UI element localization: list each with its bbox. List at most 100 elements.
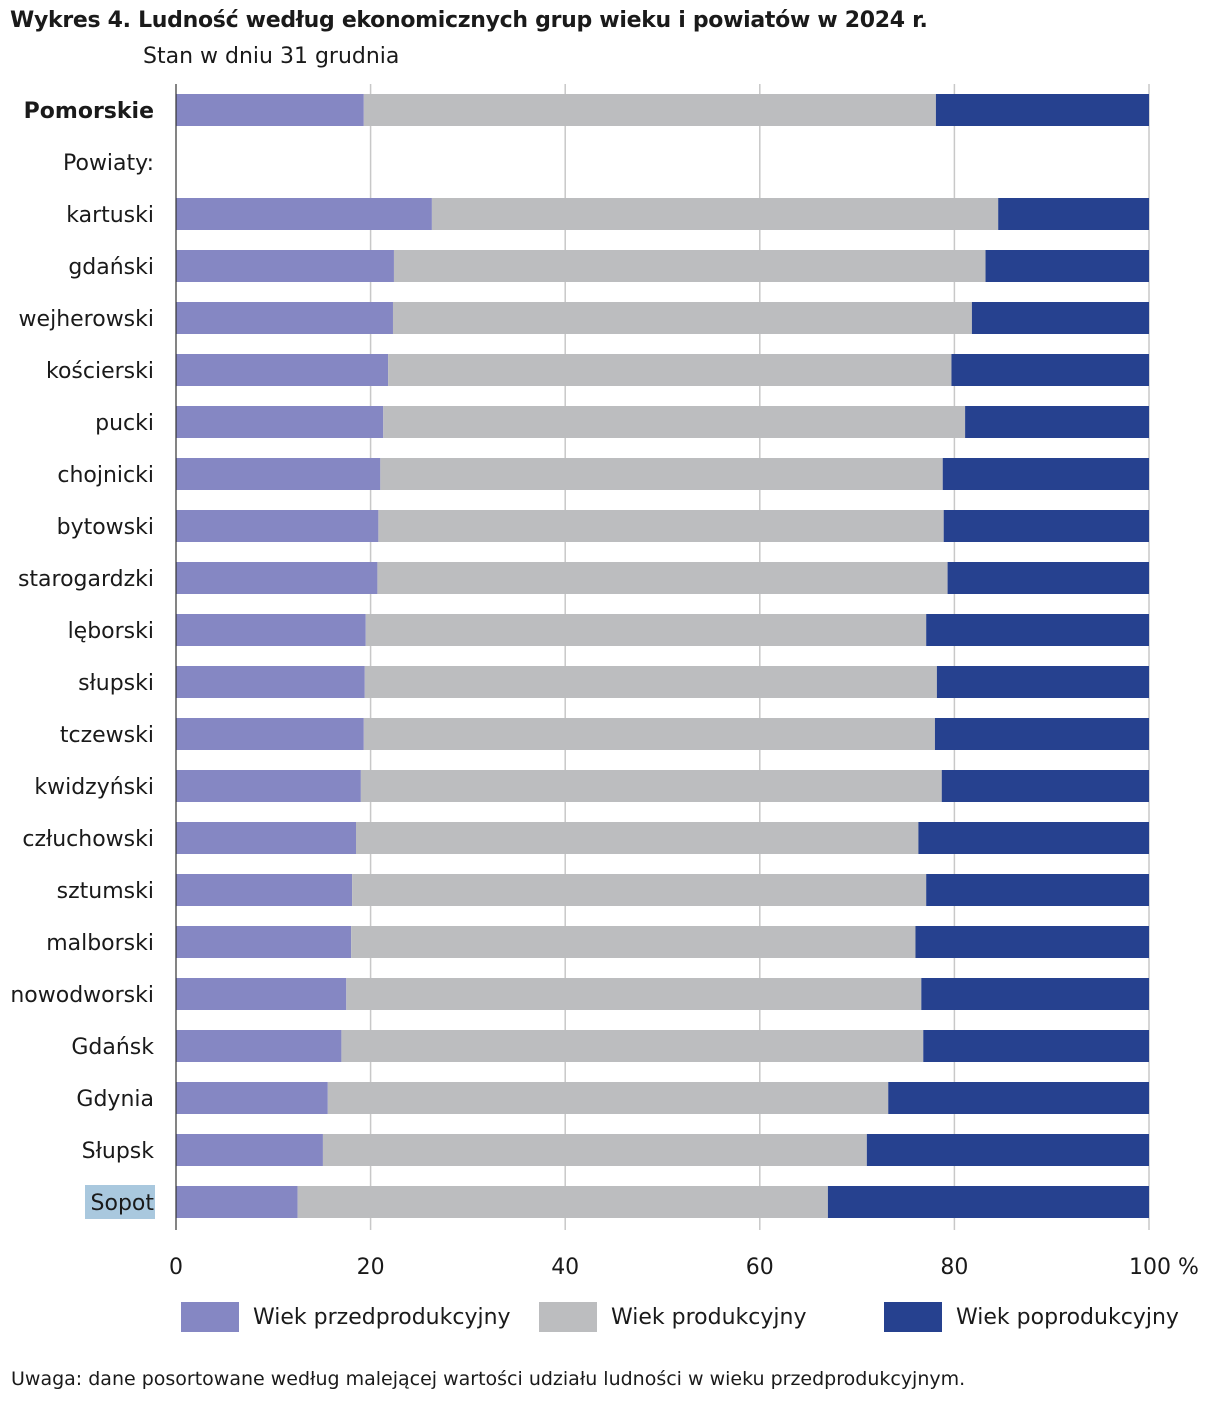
legend-swatch-post bbox=[884, 1302, 942, 1332]
bar-pre bbox=[176, 1030, 342, 1062]
x-tick-label: 80 bbox=[940, 1255, 968, 1280]
x-tick-label: 60 bbox=[746, 1255, 774, 1280]
bar-pre bbox=[176, 250, 394, 282]
bar-prod bbox=[356, 822, 919, 854]
row-label: pucki bbox=[95, 411, 154, 436]
bar-pre bbox=[176, 302, 393, 334]
bar-prod bbox=[341, 1030, 924, 1062]
row-label: Słupsk bbox=[82, 1139, 155, 1164]
bar-prod bbox=[352, 874, 927, 906]
legend-item-prod: Wiek produkcyjny bbox=[539, 1302, 806, 1332]
row-label: lęborski bbox=[68, 619, 154, 644]
bar-post bbox=[965, 406, 1149, 438]
bar-pre bbox=[176, 562, 378, 594]
row-label: słupski bbox=[78, 671, 154, 696]
bar-pre bbox=[176, 458, 381, 490]
bar-post bbox=[942, 458, 1149, 490]
bar-post bbox=[915, 926, 1149, 958]
x-tick-label: 20 bbox=[357, 1255, 385, 1280]
bar-pre bbox=[176, 770, 361, 802]
bar-post bbox=[943, 510, 1149, 542]
row-label: wejherowski bbox=[19, 307, 154, 332]
stacked-bar-chart: Pomorskie Powiaty: kartuski gdański wejherow… bbox=[10, 84, 1199, 1280]
legend-swatch-pre bbox=[181, 1302, 239, 1332]
bar-post bbox=[935, 94, 1149, 126]
legend-label-pre: Wiek przedprodukcyjny bbox=[253, 1304, 511, 1330]
bar-pre bbox=[176, 1186, 298, 1218]
bar-prod bbox=[363, 94, 936, 126]
bar-post bbox=[921, 978, 1149, 1010]
bar-prod bbox=[388, 354, 952, 386]
chart-note: Uwaga: dane posortowane według malejącej… bbox=[11, 1368, 966, 1390]
bar-pre bbox=[176, 718, 364, 750]
chart-subtitle: Stan w dniu 31 grudnia bbox=[143, 44, 400, 69]
bar-post bbox=[926, 874, 1149, 906]
bar-prod bbox=[351, 926, 916, 958]
bar-pre bbox=[176, 510, 379, 542]
chart-legend: Wiek przedprodukcyjny Wiek produkcyjny W… bbox=[0, 1302, 1212, 1336]
bar-pre bbox=[176, 94, 364, 126]
bar-post bbox=[951, 354, 1149, 386]
row-label: nowodworski bbox=[10, 983, 154, 1008]
chart-title: Wykres 4. Ludność według ekonomicznych g… bbox=[10, 8, 928, 33]
bar-pre bbox=[176, 666, 365, 698]
row-label: bytowski bbox=[57, 515, 154, 540]
bar-pre bbox=[176, 354, 389, 386]
row-label: kartuski bbox=[66, 203, 154, 228]
x-tick-label: 100 % bbox=[1129, 1255, 1199, 1280]
bar-pre bbox=[176, 926, 352, 958]
legend-item-pre: Wiek przedprodukcyjny bbox=[181, 1302, 511, 1332]
row-label: Gdańsk bbox=[71, 1035, 154, 1060]
bar-prod bbox=[297, 1186, 828, 1218]
legend-label-post: Wiek poprodukcyjny bbox=[956, 1304, 1179, 1330]
bar-pre bbox=[176, 1134, 323, 1166]
bar-pre bbox=[176, 978, 347, 1010]
row-label: kwidzyński bbox=[34, 775, 154, 800]
bar-post bbox=[998, 198, 1149, 230]
legend-item-post: Wiek poprodukcyjny bbox=[884, 1302, 1179, 1332]
bar-prod bbox=[364, 666, 937, 698]
row-label: tczewski bbox=[60, 723, 154, 748]
bar-prod bbox=[393, 250, 986, 282]
x-tick-label: 40 bbox=[551, 1255, 579, 1280]
bar-post bbox=[866, 1134, 1149, 1166]
row-label: starogardzki bbox=[18, 567, 154, 592]
row-label-highlight bbox=[85, 1185, 155, 1219]
bar-post bbox=[888, 1082, 1149, 1114]
row-label: sztumski bbox=[57, 879, 154, 904]
bar-prod bbox=[322, 1134, 867, 1166]
bar-post bbox=[936, 666, 1149, 698]
bar-post bbox=[934, 718, 1149, 750]
row-label: malborski bbox=[46, 931, 154, 956]
bar-pre bbox=[176, 1082, 328, 1114]
bar-prod bbox=[363, 718, 935, 750]
bar-prod bbox=[380, 458, 943, 490]
bar-prod bbox=[365, 614, 927, 646]
legend-swatch-prod bbox=[539, 1302, 597, 1332]
bar-post bbox=[947, 562, 1149, 594]
x-tick-label: 0 bbox=[169, 1255, 183, 1280]
row-label: gdański bbox=[68, 255, 154, 280]
row-label: chojnicki bbox=[57, 463, 154, 488]
bar-prod bbox=[346, 978, 922, 1010]
bar-pre bbox=[176, 822, 357, 854]
bar-post bbox=[941, 770, 1149, 802]
legend-label-prod: Wiek produkcyjny bbox=[611, 1304, 807, 1330]
bar-pre bbox=[176, 874, 353, 906]
bar-prod bbox=[377, 562, 948, 594]
row-label: kościerski bbox=[46, 359, 154, 384]
row-label: Gdynia bbox=[76, 1087, 154, 1112]
bar-post bbox=[985, 250, 1149, 282]
bar-post bbox=[926, 614, 1149, 646]
bar-prod bbox=[378, 510, 944, 542]
row-label: Sopot bbox=[91, 1191, 155, 1216]
bar-prod bbox=[327, 1082, 889, 1114]
bar-post bbox=[918, 822, 1149, 854]
bar-pre bbox=[176, 406, 384, 438]
bar-pre bbox=[176, 198, 432, 230]
bar-prod bbox=[383, 406, 966, 438]
bar-pre bbox=[176, 614, 366, 646]
bar-prod bbox=[392, 302, 972, 334]
row-label: Pomorskie bbox=[24, 99, 154, 124]
bar-prod bbox=[360, 770, 942, 802]
